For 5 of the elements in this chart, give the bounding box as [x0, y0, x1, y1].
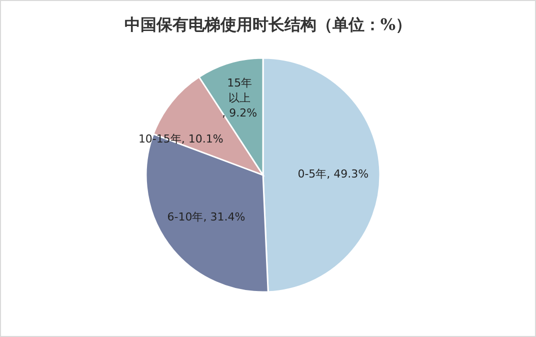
slice-label: 15年以上 — [227, 76, 252, 104]
chart-title: 中国保有电梯使用时长结构（单位：%） — [124, 15, 412, 34]
slice-label: 6-10年, 31.4% — [167, 210, 246, 224]
slice-label: 0-5年, 49.3% — [298, 167, 369, 180]
data-label: , 9.2% — [222, 106, 258, 120]
